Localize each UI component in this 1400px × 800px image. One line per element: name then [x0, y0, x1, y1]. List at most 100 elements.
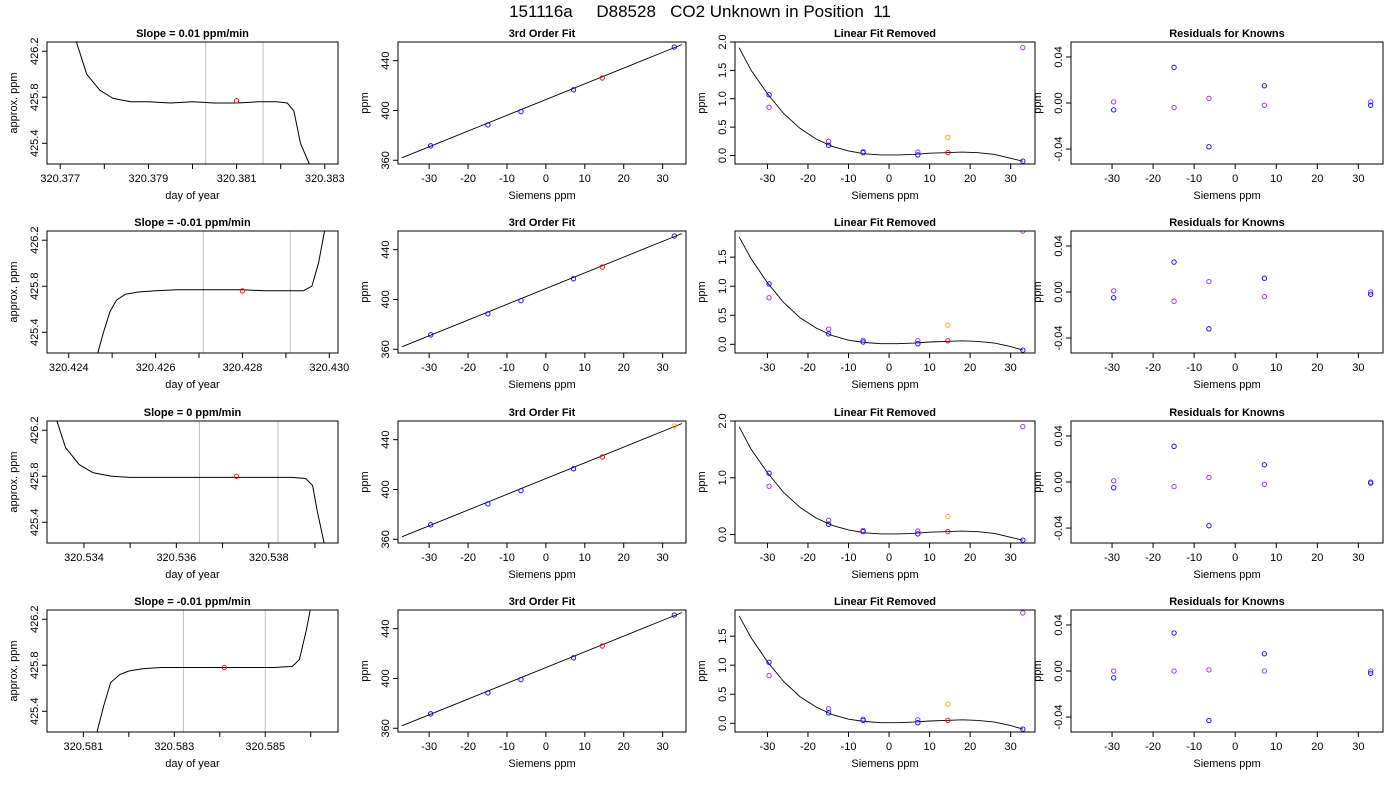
- y-tick-label: 426.2: [29, 37, 41, 65]
- fit-line: [401, 423, 683, 538]
- x-tick-label: 30: [1352, 362, 1364, 374]
- y-tick-label: 0.5: [717, 687, 729, 702]
- y-axis-label: approx. ppm: [8, 451, 20, 512]
- x-tick-label: 10: [923, 362, 935, 374]
- y-axis-label: approx. ppm: [8, 640, 20, 701]
- fit-line: [401, 44, 683, 159]
- x-tick-label: 10: [579, 173, 591, 185]
- y-axis-label: ppm: [359, 281, 371, 302]
- data-point: [945, 513, 951, 519]
- y-tick-label: 1.5: [717, 628, 729, 643]
- x-tick-label: 320.538: [249, 552, 289, 564]
- y-axis-label: ppm: [359, 92, 371, 113]
- x-tick-label: -20: [1145, 741, 1161, 753]
- x-tick-label: -10: [841, 362, 857, 374]
- data-point: [485, 122, 491, 128]
- panel-title: Linear Fit Removed: [834, 28, 936, 40]
- data-point: [570, 466, 577, 472]
- data-point: [915, 341, 921, 347]
- data-point: [518, 676, 524, 683]
- y-tick-label: 0.00: [1053, 471, 1065, 492]
- x-tick-label: -10: [1186, 362, 1202, 374]
- panel-title: 3rd Order Fit: [509, 28, 576, 40]
- data-point: [915, 717, 921, 723]
- panel-3-4: -30 -20 -10 0 10 20 30 -0.04 0.00 0.04 Residuals f…: [1032, 407, 1384, 581]
- x-tick-label: 0: [1232, 741, 1238, 753]
- data-point: [671, 233, 677, 239]
- data-point: [945, 150, 951, 156]
- x-tick-label: 20: [1311, 173, 1323, 185]
- data-point: [766, 659, 772, 665]
- y-axis-label: ppm: [696, 281, 708, 302]
- y-tick-label: 0.00: [1053, 660, 1065, 681]
- panel-1-2: -30 -20 -10 0 10 20 30 360 400 440 3rd Order Fit Si…: [359, 28, 687, 202]
- plot-frame: [1070, 609, 1384, 733]
- x-tick-label: 30: [657, 741, 669, 753]
- data-point: [945, 322, 951, 328]
- x-tick-label: 20: [964, 362, 976, 374]
- x-tick-label: 20: [1311, 552, 1323, 564]
- data-point: [766, 281, 772, 287]
- page-title: 151116a D88528 CO2 Unknown in Position 1…: [509, 2, 891, 21]
- y-tick-label: 0.00: [1053, 281, 1065, 302]
- x-tick-label: -20: [460, 362, 476, 374]
- y-tick-label: 425.4: [29, 319, 41, 347]
- data-point: [1206, 278, 1212, 285]
- panel-3-2: -30 -20 -10 0 10 20 30 360 400 440 3rd Order Fit Si…: [359, 407, 687, 581]
- series-line: [75, 42, 310, 164]
- data-point: [860, 339, 866, 345]
- data-point: [518, 297, 524, 304]
- plot-frame: [734, 230, 1036, 354]
- data-point: [1111, 675, 1117, 681]
- data-point: [570, 87, 577, 93]
- y-axis-label: ppm: [1032, 281, 1044, 302]
- panel-2-1: 320.424 320.426 320.428 320.430 425.4 425.8 42…: [8, 217, 349, 391]
- plot-frame: [397, 420, 687, 544]
- data-point: [1111, 288, 1117, 294]
- x-tick-label: -30: [759, 173, 775, 185]
- x-tick-label: -30: [759, 362, 775, 374]
- panel-2-4: -30 -20 -10 0 10 20 30 -0.04 0.00 0.04 Residuals f…: [1032, 217, 1384, 391]
- series-line: [97, 231, 326, 353]
- data-point: [428, 143, 434, 149]
- data-point: [485, 690, 491, 696]
- fit-line: [401, 233, 683, 348]
- data-point: [1261, 293, 1268, 300]
- data-point: [1261, 651, 1268, 657]
- y-tick-label: 426.2: [29, 226, 41, 254]
- x-tick-label: -10: [1186, 173, 1202, 185]
- y-tick-label: 426.2: [29, 605, 41, 633]
- x-tick-label: -30: [421, 173, 437, 185]
- y-tick-label: 1.5: [717, 63, 729, 78]
- x-tick-label: -20: [800, 552, 816, 564]
- data-point: [945, 529, 951, 535]
- series-line: [56, 421, 325, 543]
- x-tick-label: 30: [657, 362, 669, 374]
- data-point: [915, 152, 921, 158]
- data-point: [1020, 424, 1026, 430]
- y-axis-label: ppm: [696, 660, 708, 681]
- data-point: [1020, 610, 1026, 616]
- data-point: [1206, 523, 1212, 529]
- data-point: [915, 720, 921, 726]
- data-point: [671, 612, 677, 618]
- x-tick-label: -20: [800, 173, 816, 185]
- y-tick-label: -0.04: [1053, 325, 1065, 350]
- x-axis-label: day of year: [165, 379, 220, 391]
- x-tick-label: -30: [759, 552, 775, 564]
- panel-title: Residuals for Knowns: [1169, 217, 1285, 229]
- plot-frame: [46, 609, 339, 733]
- x-axis-label: Siemens ppm: [1193, 758, 1260, 770]
- data-point: [1368, 291, 1374, 297]
- data-point: [825, 521, 832, 527]
- data-point: [766, 470, 772, 476]
- series-line: [96, 610, 311, 732]
- y-tick-label: 1.5: [717, 249, 729, 264]
- x-tick-label: 320.581: [63, 741, 103, 753]
- data-point: [518, 108, 524, 115]
- data-point: [915, 149, 921, 155]
- x-tick-label: 20: [618, 552, 630, 564]
- y-axis-label: ppm: [1032, 660, 1044, 681]
- y-tick-label: 400: [380, 101, 392, 119]
- data-point: [1206, 717, 1212, 724]
